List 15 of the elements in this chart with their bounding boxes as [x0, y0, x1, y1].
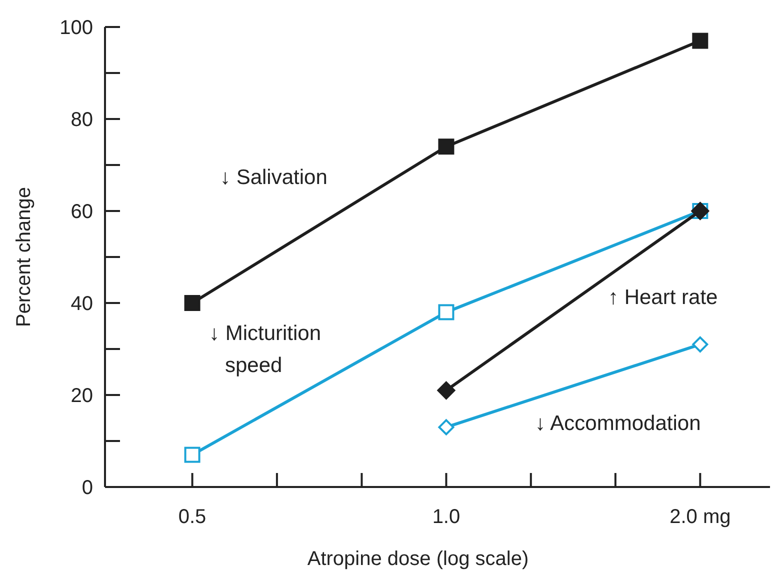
y-tick-label: 60: [70, 201, 93, 223]
x-tick-label: 0.5: [178, 506, 206, 528]
series-label: ↓ Micturition speed: [209, 322, 322, 377]
x-axis-title: Atropine dose (log scale): [307, 548, 529, 570]
x-tick-label: 1.0: [432, 506, 460, 528]
x-tick-label: 2.0 mg: [670, 506, 731, 528]
y-axis-title: Percent change: [13, 186, 35, 328]
y-tick-label: 40: [70, 293, 93, 315]
y-tick-label: 80: [70, 109, 93, 131]
y-tick-label: 100: [60, 17, 93, 39]
series-label: ↓ Accommodation: [535, 412, 701, 435]
y-tick-label: 0: [82, 477, 93, 499]
y-tick-label: 20: [70, 385, 93, 407]
series-label: ↑ Heart rate: [608, 286, 718, 309]
series-label: ↓ Salivation: [220, 166, 328, 189]
